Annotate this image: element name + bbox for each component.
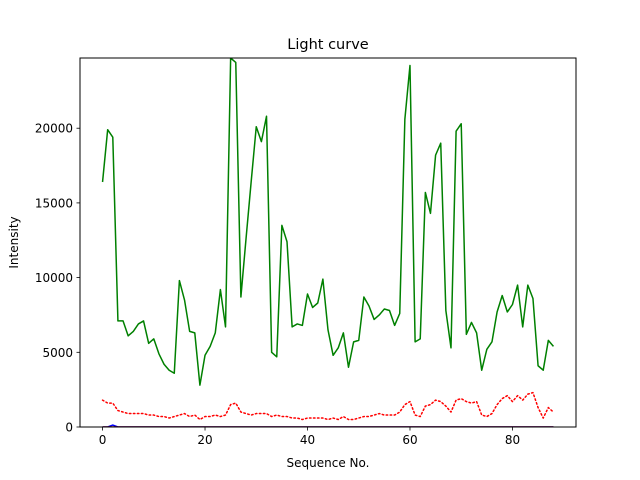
y-tick-label: 20000 xyxy=(35,122,73,136)
series-line-1 xyxy=(101,58,555,386)
series-layer xyxy=(101,58,555,427)
plot-area xyxy=(80,58,576,427)
y-axis-label: Intensity xyxy=(7,216,21,268)
series-line-2 xyxy=(101,391,555,421)
plot-frame xyxy=(79,57,577,428)
x-tick-label: 60 xyxy=(402,433,417,447)
x-tick-label: 20 xyxy=(197,433,212,447)
y-tick-label: 10000 xyxy=(35,271,73,285)
x-tick-label: 80 xyxy=(505,433,520,447)
y-tick-label: 5000 xyxy=(42,346,73,360)
series-line-3 xyxy=(102,424,554,427)
chart-title: Light curve xyxy=(287,37,369,53)
x-tick-label: 40 xyxy=(300,433,315,447)
x-axis-ticks: 0 20 40 60 80 xyxy=(99,427,520,447)
x-tick-label: 0 xyxy=(99,433,107,447)
x-axis-label: Sequence No. xyxy=(287,456,370,470)
y-axis-ticks: 0 5000 10000 15000 20000 xyxy=(35,122,80,435)
y-tick-label: 0 xyxy=(65,421,73,435)
y-tick-label: 15000 xyxy=(35,196,73,210)
